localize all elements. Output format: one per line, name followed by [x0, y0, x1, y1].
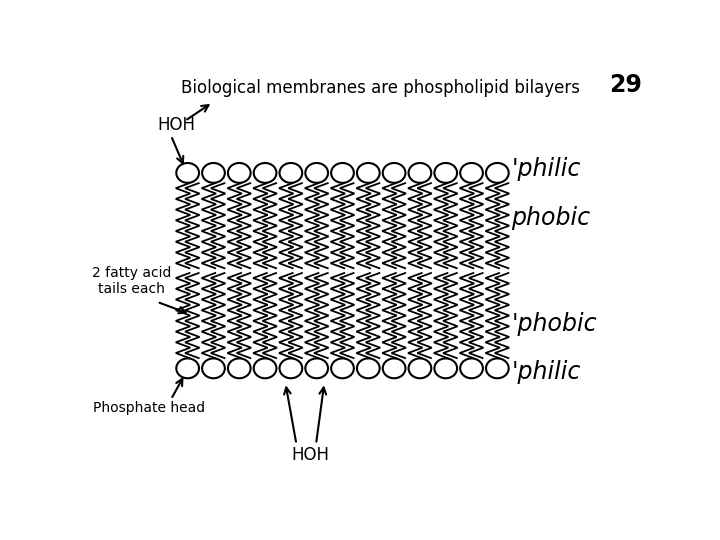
Ellipse shape — [486, 163, 509, 183]
Ellipse shape — [253, 359, 276, 378]
Ellipse shape — [228, 163, 251, 183]
Ellipse shape — [357, 163, 379, 183]
Ellipse shape — [202, 359, 225, 378]
Text: 'philic: 'philic — [511, 157, 580, 181]
Ellipse shape — [383, 359, 405, 378]
Ellipse shape — [460, 163, 483, 183]
Ellipse shape — [305, 163, 328, 183]
Ellipse shape — [176, 359, 199, 378]
Ellipse shape — [228, 359, 251, 378]
Text: Biological membranes are phospholipid bilayers: Biological membranes are phospholipid bi… — [181, 79, 580, 97]
Ellipse shape — [279, 359, 302, 378]
Ellipse shape — [383, 163, 405, 183]
Text: 'phobic: 'phobic — [511, 312, 597, 336]
Ellipse shape — [408, 359, 431, 378]
Text: HOH: HOH — [158, 116, 196, 134]
Text: Phosphate head: Phosphate head — [93, 401, 204, 415]
Ellipse shape — [176, 163, 199, 183]
Ellipse shape — [434, 163, 457, 183]
Text: 29: 29 — [610, 73, 642, 97]
Text: 2 fatty acid
tails each: 2 fatty acid tails each — [92, 266, 171, 296]
Text: phobic: phobic — [511, 206, 590, 230]
Ellipse shape — [253, 163, 276, 183]
Ellipse shape — [331, 163, 354, 183]
Ellipse shape — [408, 163, 431, 183]
Text: HOH: HOH — [292, 446, 330, 464]
Ellipse shape — [357, 359, 379, 378]
Ellipse shape — [305, 359, 328, 378]
Text: 'philic: 'philic — [511, 361, 580, 384]
Ellipse shape — [279, 163, 302, 183]
Ellipse shape — [434, 359, 457, 378]
Ellipse shape — [202, 163, 225, 183]
Ellipse shape — [486, 359, 509, 378]
Ellipse shape — [460, 359, 483, 378]
Ellipse shape — [331, 359, 354, 378]
